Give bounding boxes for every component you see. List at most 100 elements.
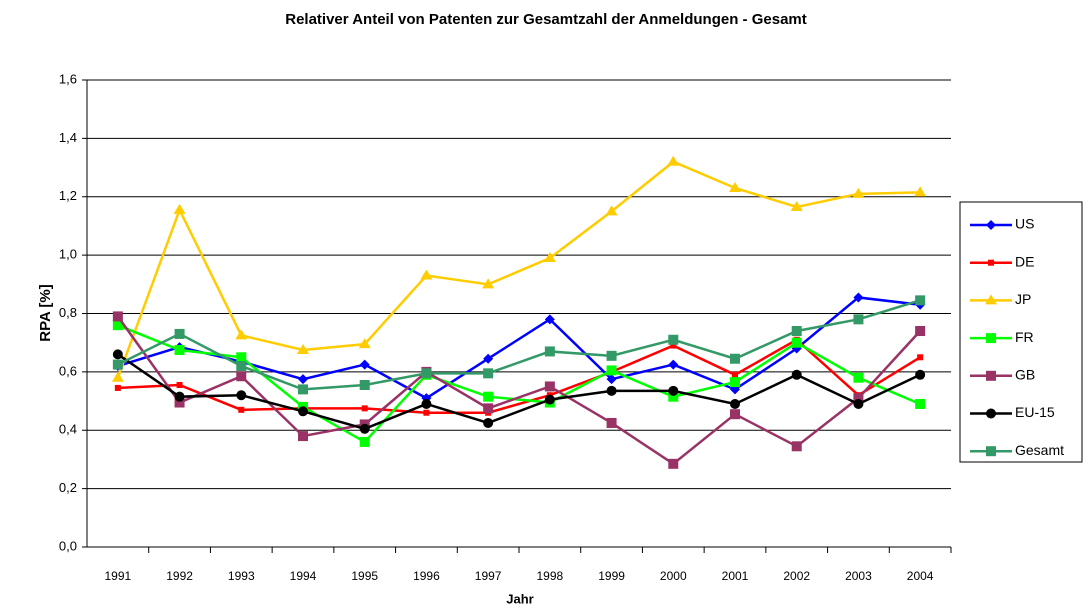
- marker: [729, 181, 741, 192]
- legend-marker: [988, 259, 994, 266]
- legend-marker: [986, 220, 996, 230]
- legend-label: GB: [1015, 367, 1035, 383]
- marker: [606, 385, 617, 396]
- legend-marker: [986, 446, 996, 457]
- marker: [298, 374, 308, 385]
- legend-label: DE: [1015, 253, 1034, 269]
- marker: [236, 352, 247, 363]
- marker: [730, 398, 740, 409]
- marker: [791, 369, 802, 380]
- marker: [482, 278, 495, 289]
- y-tick-label: 1,2: [59, 188, 77, 203]
- marker: [112, 320, 123, 331]
- marker: [544, 381, 555, 392]
- legend-marker: [986, 408, 996, 419]
- marker: [174, 397, 185, 408]
- series-line: [117, 299, 921, 391]
- marker: [852, 187, 865, 198]
- marker: [606, 350, 617, 361]
- marker: [732, 371, 738, 378]
- marker: [483, 353, 494, 364]
- marker: [853, 292, 864, 303]
- marker: [790, 200, 803, 211]
- marker: [359, 359, 370, 370]
- series-line: [117, 324, 921, 444]
- marker: [668, 458, 679, 469]
- marker: [174, 391, 185, 402]
- marker: [668, 334, 679, 345]
- marker: [730, 409, 740, 420]
- series-line: [116, 315, 922, 466]
- marker: [667, 155, 680, 166]
- marker: [358, 338, 371, 349]
- y-tick-label: 0,4: [59, 422, 77, 437]
- series-line: [117, 338, 921, 414]
- marker: [483, 403, 494, 414]
- marker: [791, 337, 802, 348]
- chart-title: Relativer Anteil von Patenten zur Gesamt…: [285, 11, 807, 28]
- x-tick-label: 2001: [722, 569, 749, 583]
- marker: [236, 371, 247, 382]
- marker: [112, 311, 123, 322]
- x-tick-label: 2002: [783, 569, 810, 583]
- marker: [238, 406, 245, 413]
- legend-marker: [986, 333, 996, 344]
- marker: [543, 252, 556, 263]
- x-tick-label: 2003: [845, 569, 872, 583]
- x-tick-label: 1997: [475, 569, 502, 583]
- legend-label: US: [1015, 216, 1034, 232]
- marker: [668, 359, 679, 370]
- marker: [483, 368, 494, 379]
- marker: [668, 385, 679, 396]
- marker: [544, 314, 555, 325]
- x-tick-label: 1994: [290, 569, 317, 583]
- marker: [359, 423, 370, 434]
- marker: [606, 365, 617, 376]
- marker: [853, 372, 864, 383]
- legend-label: FR: [1015, 329, 1034, 345]
- marker: [730, 377, 740, 388]
- marker: [298, 431, 308, 442]
- marker: [915, 326, 926, 337]
- marker: [298, 384, 308, 395]
- marker: [606, 374, 617, 385]
- marker: [483, 417, 494, 428]
- marker: [297, 343, 309, 354]
- marker: [730, 353, 740, 364]
- marker: [236, 390, 247, 401]
- marker: [423, 409, 430, 416]
- marker: [361, 405, 368, 412]
- marker: [853, 314, 864, 325]
- legend-label: JP: [1015, 291, 1031, 307]
- marker: [483, 391, 494, 402]
- marker: [915, 369, 926, 380]
- y-tick-label: 0,0: [59, 538, 77, 553]
- y-tick-label: 0,2: [59, 480, 77, 495]
- marker: [359, 436, 370, 447]
- marker: [670, 342, 677, 349]
- x-axis-label: Jahr: [506, 591, 533, 606]
- marker: [544, 346, 555, 357]
- y-tick-label: 1,0: [59, 247, 77, 262]
- x-tick-label: 1995: [351, 569, 378, 583]
- legend-marker: [986, 370, 996, 381]
- marker: [544, 394, 555, 405]
- marker: [174, 344, 185, 355]
- marker: [917, 354, 924, 361]
- legend-marker: [985, 294, 997, 305]
- x-tick-label: 2000: [660, 569, 687, 583]
- y-tick-label: 1,4: [59, 130, 77, 145]
- x-tick-label: 2004: [907, 569, 934, 583]
- series-line: [116, 160, 921, 379]
- x-tick-label: 1996: [413, 569, 440, 583]
- marker: [668, 391, 679, 402]
- x-tick-label: 1999: [598, 569, 625, 583]
- legend-label: EU-15: [1015, 404, 1055, 420]
- y-tick-label: 0,8: [59, 305, 77, 320]
- marker: [420, 269, 433, 280]
- marker: [853, 398, 864, 409]
- marker: [853, 393, 864, 404]
- marker: [915, 295, 926, 306]
- marker: [176, 382, 183, 389]
